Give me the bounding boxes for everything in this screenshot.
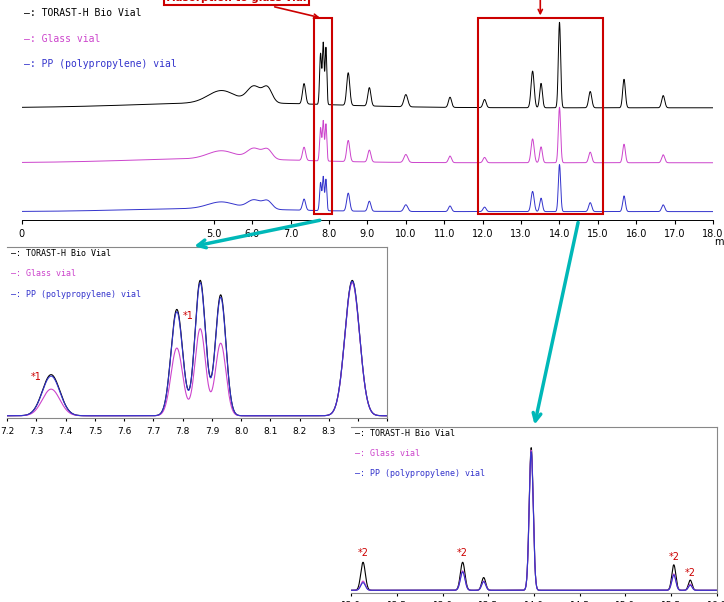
Text: –: Glass vial: –: Glass vial bbox=[355, 449, 420, 458]
Text: *1: *1 bbox=[183, 311, 194, 321]
Bar bbox=[313, 18, 332, 214]
Text: –: Glass vial: –: Glass vial bbox=[11, 269, 76, 278]
Text: *2: *2 bbox=[668, 551, 679, 562]
Bar bbox=[478, 18, 602, 214]
Text: –: PP (polypropylene) vial: –: PP (polypropylene) vial bbox=[355, 469, 485, 478]
Text: min: min bbox=[388, 434, 405, 443]
Text: –: TORAST-H Bio Vial: –: TORAST-H Bio Vial bbox=[355, 429, 455, 438]
Text: Adsorption to glass vial: Adsorption to glass vial bbox=[167, 0, 318, 18]
Text: Noticeable adsorption to PP vial: Noticeable adsorption to PP vial bbox=[445, 0, 636, 14]
Text: –: PP (polypropylene) vial: –: PP (polypropylene) vial bbox=[11, 290, 141, 299]
Text: –: PP (polypropylene) vial: –: PP (polypropylene) vial bbox=[24, 60, 177, 69]
Text: –: Glass vial: –: Glass vial bbox=[24, 34, 100, 44]
Text: *2: *2 bbox=[358, 548, 369, 558]
Text: –: TORAST-H Bio Vial: –: TORAST-H Bio Vial bbox=[11, 249, 111, 258]
Text: –: TORAST-H Bio Vial: –: TORAST-H Bio Vial bbox=[24, 8, 141, 18]
Text: *1: *1 bbox=[31, 373, 42, 382]
Text: min: min bbox=[715, 237, 724, 247]
Text: *2: *2 bbox=[685, 568, 696, 578]
Text: *2: *2 bbox=[457, 548, 468, 558]
